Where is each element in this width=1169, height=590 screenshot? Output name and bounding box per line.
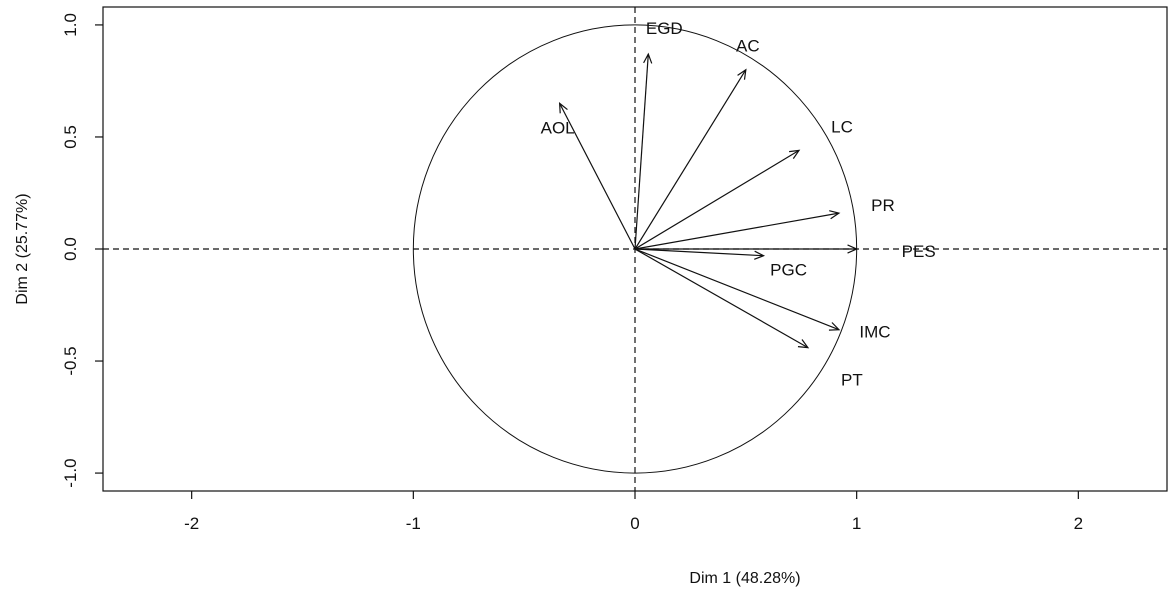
loading-vector-imc: IMC: [634, 248, 891, 342]
x-tick-label: 1: [852, 514, 861, 533]
y-tick-label: 1.0: [61, 13, 80, 37]
vector-label: IMC: [859, 323, 890, 342]
vector-label: PR: [871, 196, 895, 215]
vector-label: PES: [902, 242, 936, 261]
arrowhead: [789, 149, 801, 159]
vector-line: [634, 212, 840, 250]
vector-line: [634, 248, 764, 257]
x-tick-label: -2: [184, 514, 199, 533]
arrowhead: [737, 68, 747, 80]
y-tick-label: 0.0: [61, 237, 80, 261]
loading-vector-aol: AOL: [541, 102, 636, 250]
loading-vector-egd: EGD: [634, 19, 683, 250]
x-axis-title: Dim 1 (48.28%): [689, 570, 800, 587]
vector-label: PT: [841, 371, 863, 390]
vector-label: PGC: [770, 261, 807, 280]
y-tick-label: -0.5: [61, 346, 80, 375]
y-tick-label: -1.0: [61, 458, 80, 487]
x-tick-label: 2: [1074, 514, 1083, 533]
vector-label: AC: [736, 37, 760, 56]
arrowhead: [643, 52, 653, 64]
arrowhead: [754, 250, 766, 260]
arrowhead: [558, 102, 568, 114]
y-axis-title: Dim 2 (25.77%): [14, 193, 31, 304]
vector-line: [634, 248, 840, 331]
loading-vector-pgc: PGC: [634, 248, 807, 280]
y-tick-label: 0.5: [61, 125, 80, 149]
x-tick-label: 0: [630, 514, 639, 533]
arrowhead: [828, 322, 841, 331]
vector-label: EGD: [646, 19, 683, 38]
x-tick-label: -1: [406, 514, 421, 533]
loading-vector-ac: AC: [634, 37, 760, 250]
vector-line: [634, 54, 649, 250]
vector-label: AOL: [541, 118, 575, 137]
loading-vector-pt: PT: [634, 248, 863, 390]
loading-vector-pr: PR: [634, 196, 895, 250]
arrowhead: [829, 210, 841, 220]
arrowhead: [847, 244, 859, 254]
vector-line: [634, 149, 800, 250]
loading-vector-pes: PES: [635, 242, 936, 261]
arrowhead: [797, 339, 810, 349]
vector-line: [559, 103, 636, 250]
vector-label: LC: [831, 117, 853, 136]
vector-line: [634, 248, 809, 349]
vector-line: [634, 69, 747, 250]
loading-vector-lc: LC: [634, 117, 853, 250]
